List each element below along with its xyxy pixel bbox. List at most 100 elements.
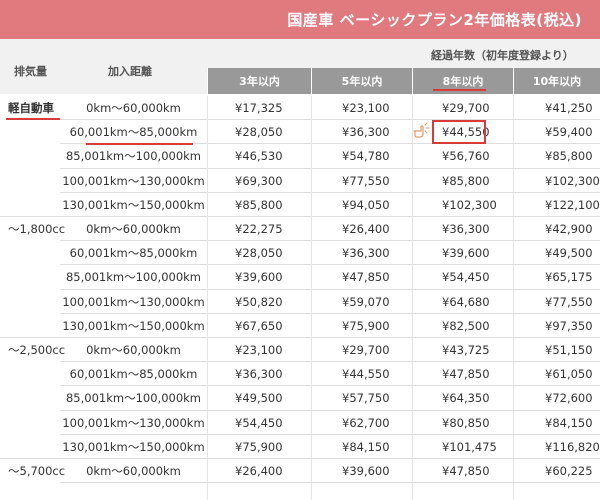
price-cell: ¥28,050 — [235, 125, 283, 140]
price-cell: ¥44,550 — [342, 367, 390, 382]
distance-cell: 0km〜60,000km — [86, 343, 181, 357]
price-cell: ¥54,450 — [442, 270, 490, 285]
column-divider — [207, 96, 208, 500]
kei-underline — [6, 118, 60, 120]
distance-cell: 0km〜60,000km — [86, 464, 181, 478]
table-row: 軽自動車 0km〜60,000km ¥17,325 ¥23,100 ¥29,700 ¥41… — [0, 96, 600, 120]
price-cell: ¥29,700 — [342, 343, 390, 357]
price-cell: ¥29,700 — [442, 101, 490, 115]
price-cell: ¥44,550 — [442, 125, 490, 140]
table-row: 100,001km〜130,000km ¥54,450 ¥62,700 ¥80,850… — [0, 411, 600, 435]
year-8-underline — [433, 89, 486, 91]
row-divider — [60, 167, 600, 169]
price-cell: ¥17,325 — [235, 101, 283, 115]
price-cell: ¥61,050 — [545, 367, 593, 382]
displacement-cell: 〜1,800cc — [8, 222, 66, 236]
price-cell: ¥51,150 — [545, 343, 593, 357]
distance-cell: 130,001km〜150,000km — [62, 318, 205, 333]
table-row: 85,001km〜100,000km ¥46,530 ¥54,780 ¥56,760 ¥… — [0, 144, 600, 168]
row-divider — [60, 361, 600, 363]
table-row: 85,001km〜100,000km ¥49,500 ¥57,750 ¥64,350 ¥… — [0, 386, 600, 410]
price-cell: ¥26,400 — [235, 464, 283, 478]
price-cell: ¥116,820 — [545, 439, 600, 454]
column-divider — [412, 96, 413, 500]
price-cell: ¥67,650 — [235, 318, 283, 333]
price-cell: ¥23,100 — [235, 343, 283, 357]
price-cell: ¥59,070 — [342, 294, 390, 309]
table-row: 60,001km〜85,000km ¥28,050 ¥36,300 ¥44,550 ¥5… — [0, 120, 600, 144]
price-cell: ¥80,850 — [442, 415, 490, 430]
price-cell: ¥56,760 — [442, 149, 490, 164]
row-divider — [60, 482, 600, 484]
table-row: 〜1,800cc 0km〜60,000km ¥22,275 ¥26,400 ¥36,30… — [0, 217, 600, 241]
price-cell: ¥101,475 — [442, 439, 497, 454]
price-cell: ¥85,800 — [235, 197, 283, 212]
price-cell: ¥41,250 — [545, 101, 593, 115]
price-cell: ¥26,400 — [342, 222, 390, 236]
price-cell: ¥72,600 — [545, 391, 593, 406]
price-cell: ¥94,050 — [342, 197, 390, 212]
price-cell: ¥97,350 — [545, 318, 593, 333]
price-cell: ¥64,350 — [442, 391, 490, 406]
distance-cell: 130,001km〜150,000km — [62, 197, 205, 212]
price-cell: ¥85,800 — [442, 173, 490, 188]
price-cell: ¥102,300 — [442, 197, 497, 212]
price-cell: ¥60,225 — [545, 464, 593, 478]
distance-cell: 85,001km〜100,000km — [65, 270, 202, 285]
price-cell: ¥28,050 — [235, 246, 283, 261]
price-cell: ¥39,600 — [342, 464, 390, 478]
price-cell: ¥84,150 — [545, 415, 593, 430]
price-cell: ¥75,900 — [342, 318, 390, 333]
highlighted-price-box — [432, 120, 486, 144]
table-row: 100,001km〜130,000km ¥69,300 ¥77,550 ¥85,800… — [0, 169, 600, 193]
table-row: 100,001km〜130,000km ¥50,820 ¥59,070 ¥64,680… — [0, 290, 600, 314]
price-cell: ¥57,750 — [342, 391, 390, 406]
price-cell: ¥65,175 — [545, 270, 593, 285]
row-divider — [0, 458, 600, 459]
price-cell: ¥75,900 — [235, 439, 283, 454]
row-divider — [60, 409, 600, 411]
price-cell: ¥49,500 — [235, 391, 283, 406]
distance-cell: 60,001km〜85,000km — [69, 367, 198, 382]
price-cell: ¥77,550 — [545, 294, 593, 309]
row-divider — [60, 119, 600, 121]
distance-underline — [86, 143, 193, 145]
price-cell: ¥47,850 — [442, 367, 490, 382]
row-divider — [60, 191, 600, 193]
header-year-3: 3年以内 — [207, 68, 311, 94]
price-cell: ¥43,725 — [442, 343, 490, 357]
displacement-cell: 軽自動車 — [8, 101, 54, 115]
table-row: 85,001km〜100,000km ¥39,600 ¥47,850 ¥54,450 ¥… — [0, 265, 600, 289]
column-divider — [513, 96, 514, 500]
distance-cell: 100,001km〜130,000km — [62, 294, 205, 309]
distance-cell: 60,001km〜85,000km — [69, 246, 198, 261]
price-cell: ¥49,500 — [545, 246, 593, 261]
table-row: 130,001km〜150,000km ¥75,900 ¥84,150 ¥101,47… — [0, 435, 600, 459]
price-cell: ¥85,800 — [545, 149, 593, 164]
distance-cell: 130,001km〜150,000km — [62, 439, 205, 454]
table-row: 60,001km〜85,000km ¥28,050 ¥36,300 ¥39,600 ¥4… — [0, 241, 600, 265]
price-cell: ¥82,500 — [442, 318, 490, 333]
row-divider — [60, 288, 600, 290]
price-cell: ¥36,300 — [442, 222, 490, 236]
row-divider — [0, 216, 600, 217]
price-cell: ¥39,600 — [442, 246, 490, 261]
price-cell: ¥36,300 — [342, 125, 390, 140]
distance-cell: 85,001km〜100,000km — [65, 149, 202, 164]
distance-cell: 0km〜60,000km — [86, 222, 181, 236]
table-row: 〜5,700cc 0km〜60,000km ¥26,400 ¥39,600 ¥47,85… — [0, 459, 600, 483]
table-row: 130,001km〜150,000km ¥85,800 ¥94,050 ¥102,30… — [0, 193, 600, 217]
table-row: 130,001km〜150,000km ¥67,650 ¥75,900 ¥82,500… — [0, 314, 600, 338]
distance-cell: 0km〜60,000km — [86, 101, 181, 115]
price-cell: ¥54,450 — [235, 415, 283, 430]
row-divider — [60, 433, 600, 435]
price-cell: ¥47,850 — [442, 464, 490, 478]
price-cell: ¥36,300 — [342, 246, 390, 261]
table-row: 60,001km〜85,000km ¥36,300 ¥44,550 ¥47,850 ¥6… — [0, 362, 600, 386]
price-cell: ¥84,150 — [342, 439, 390, 454]
price-cell: ¥50,820 — [235, 294, 283, 309]
price-cell: ¥102,300 — [545, 173, 600, 188]
price-cell: ¥36,300 — [235, 367, 283, 382]
row-divider — [60, 240, 600, 242]
price-cell: ¥22,275 — [235, 222, 283, 236]
